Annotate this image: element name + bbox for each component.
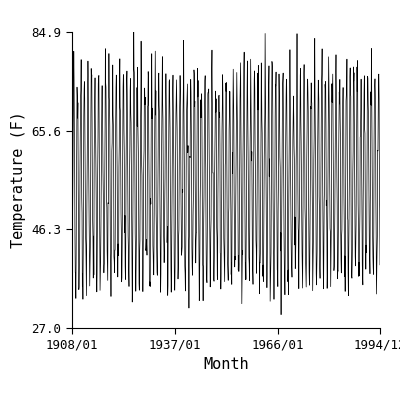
X-axis label: Month: Month xyxy=(203,357,249,372)
Y-axis label: Temperature (F): Temperature (F) xyxy=(11,112,26,248)
